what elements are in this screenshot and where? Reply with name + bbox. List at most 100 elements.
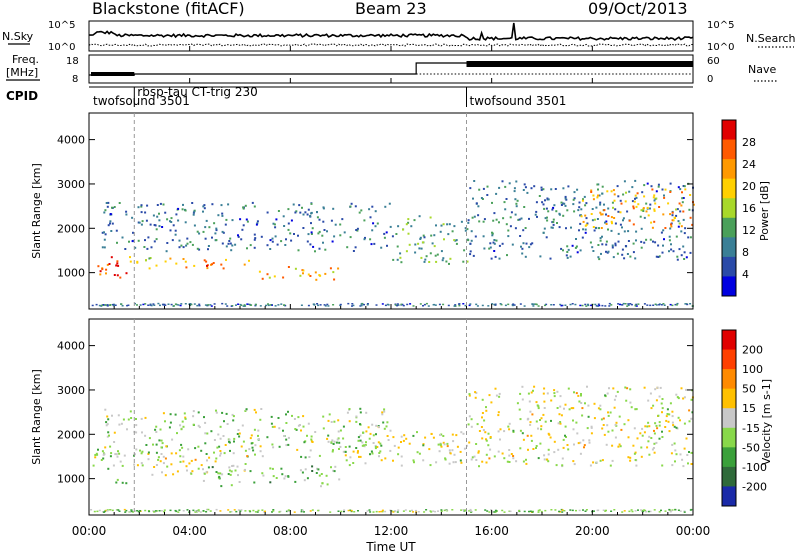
heatmap-cell	[501, 242, 504, 245]
heatmap-cell	[682, 210, 685, 213]
heatmap-cell	[306, 213, 309, 216]
heatmap-cell	[337, 437, 340, 440]
heatmap-cell	[147, 451, 150, 454]
heatmap-cell	[224, 444, 227, 446]
heatmap-cell	[300, 509, 303, 511]
heatmap-cell	[363, 238, 366, 241]
heatmap-cell	[153, 240, 156, 243]
nsky-strip: N.Sky 10^5 10^0 10^5 10^0 N.Search	[2, 20, 796, 53]
heatmap-cell	[543, 407, 546, 409]
heatmap-cell	[376, 222, 379, 225]
heatmap-cell	[494, 304, 497, 306]
heatmap-cell	[145, 219, 148, 222]
heatmap-cell	[605, 213, 607, 216]
heatmap-cell	[384, 457, 387, 460]
heatmap-cell	[682, 465, 685, 468]
heatmap-cell	[197, 509, 200, 511]
heatmap-cell	[207, 248, 209, 251]
heatmap-cell	[304, 211, 307, 214]
heatmap-cell	[259, 450, 262, 453]
heatmap-cell	[622, 302, 625, 305]
heatmap-cell	[372, 442, 375, 444]
heatmap-cell	[360, 209, 363, 212]
colorbar-swatch	[722, 388, 736, 409]
heatmap-cell	[141, 220, 144, 223]
heatmap-cell	[577, 209, 580, 212]
heatmap-cell	[547, 448, 550, 451]
heatmap-cell	[579, 441, 582, 444]
heatmap-cell	[192, 509, 195, 512]
heatmap-cell	[589, 241, 592, 244]
heatmap-cell	[672, 250, 675, 253]
heatmap-cell	[662, 229, 665, 232]
heatmap-cell	[221, 212, 224, 215]
heatmap-cell	[128, 511, 131, 513]
heatmap-cell	[116, 274, 119, 277]
heatmap-cell	[375, 424, 378, 427]
heatmap-cell	[537, 407, 540, 410]
heatmap-cell	[330, 219, 333, 222]
heatmap-cell	[148, 437, 151, 440]
heatmap-cell	[485, 453, 488, 456]
heatmap-cell	[630, 509, 633, 511]
heatmap-cell	[646, 304, 649, 306]
heatmap-cell	[526, 434, 529, 437]
heatmap-cell	[422, 234, 425, 237]
heatmap-cell	[440, 445, 443, 448]
heatmap-cell	[485, 461, 488, 464]
heatmap-cell	[486, 185, 489, 188]
heatmap-cell	[652, 304, 655, 306]
heatmap-cell	[309, 215, 312, 217]
heatmap-cell	[641, 509, 644, 512]
colorbar-swatch	[722, 427, 736, 448]
heatmap-cell	[196, 510, 199, 513]
heatmap-cell	[567, 248, 570, 251]
heatmap-cell	[550, 399, 553, 402]
heatmap-cell	[501, 180, 504, 183]
heatmap-cell	[115, 264, 118, 267]
heatmap-cell	[579, 304, 582, 307]
heatmap-cell	[517, 218, 520, 221]
heatmap-cell	[194, 511, 197, 513]
heatmap-cell	[599, 404, 602, 407]
heatmap-cell	[159, 460, 162, 463]
heatmap-cell	[155, 451, 158, 454]
heatmap-cell	[607, 414, 610, 417]
x-tick-label: 12:00	[374, 524, 409, 538]
heatmap-cell	[530, 187, 533, 190]
heatmap-cell	[185, 244, 188, 247]
heatmap-cell	[640, 509, 642, 511]
heatmap-cell	[522, 460, 525, 463]
heatmap-cell	[454, 461, 457, 464]
heatmap-cell	[471, 216, 474, 219]
heatmap-cell	[676, 255, 679, 258]
heatmap-cell	[593, 402, 596, 405]
colorbar-tick-label: 12	[742, 224, 756, 237]
heatmap-cell	[228, 441, 231, 444]
heatmap-cell	[565, 227, 567, 230]
heatmap-cell	[472, 254, 475, 257]
heatmap-cell	[601, 235, 603, 238]
heatmap-cell	[610, 190, 613, 193]
heatmap-cell	[318, 230, 321, 233]
heatmap-cell	[655, 197, 658, 200]
heatmap-cell	[307, 273, 310, 276]
heatmap-cell	[675, 453, 678, 456]
heatmap-cell	[393, 444, 396, 447]
heatmap-cell	[652, 196, 655, 199]
heatmap-cell	[172, 473, 175, 476]
heatmap-cell	[309, 449, 312, 452]
heatmap-cell	[584, 214, 587, 217]
heatmap-cell	[330, 441, 333, 444]
heatmap-cell	[162, 412, 165, 415]
heatmap-cell	[574, 246, 577, 249]
heatmap-cell	[556, 390, 559, 393]
heatmap-cell	[158, 225, 161, 228]
heatmap-cell	[408, 442, 411, 445]
heatmap-cell	[598, 258, 601, 261]
heatmap-cell	[272, 509, 275, 511]
heatmap-cell	[213, 303, 216, 305]
heatmap-cell	[590, 432, 593, 435]
colorbar-swatch	[722, 330, 736, 351]
